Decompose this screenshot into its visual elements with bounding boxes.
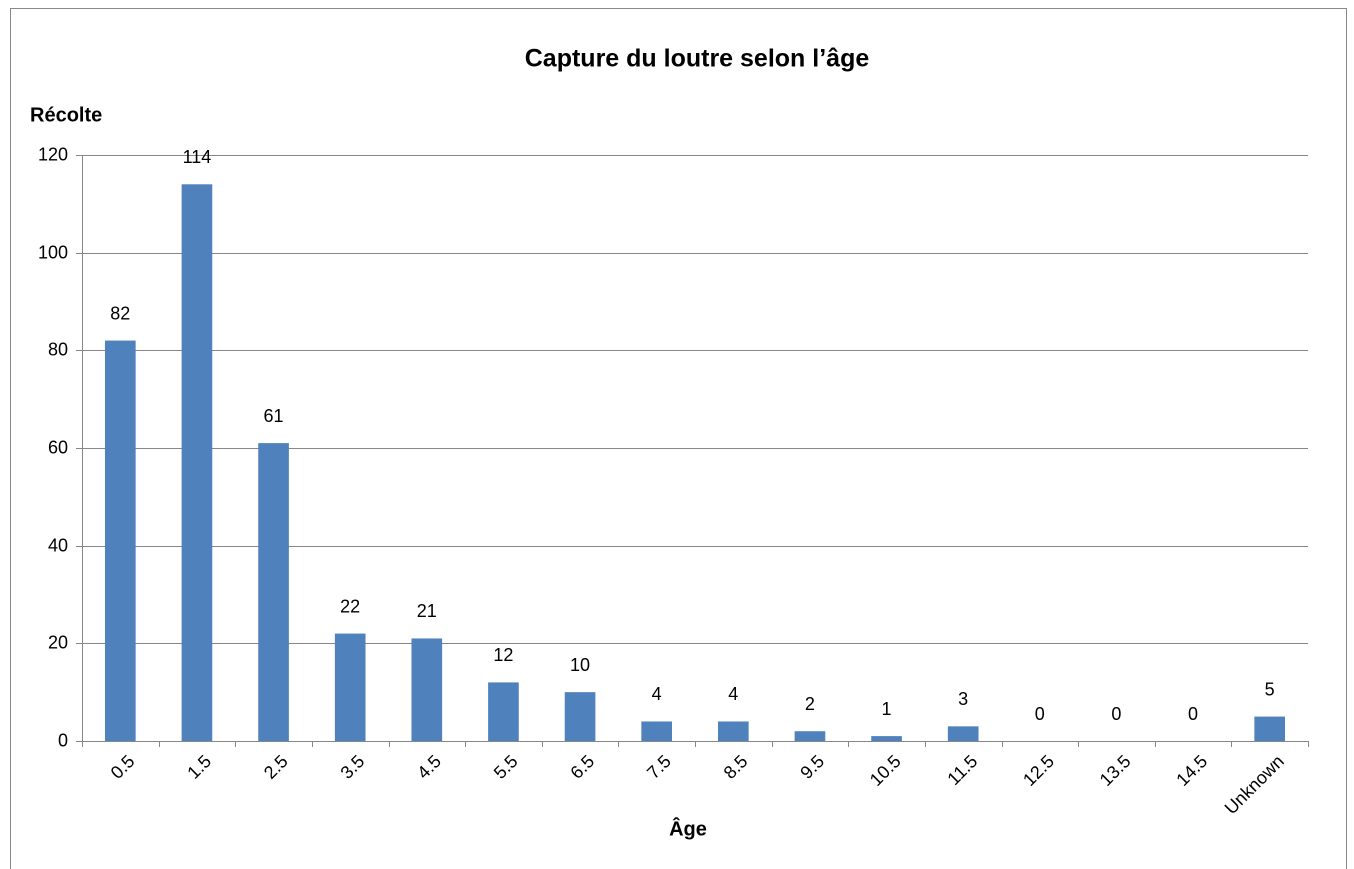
y-tick-label: 20: [48, 632, 68, 652]
data-label: 21: [417, 601, 437, 621]
data-label: 10: [570, 655, 590, 675]
y-tick-label: 60: [48, 437, 68, 457]
data-label: 0: [1035, 704, 1045, 724]
data-label: 22: [340, 596, 360, 616]
bar: [794, 731, 826, 741]
y-tick-label: 120: [38, 144, 68, 164]
bar: [334, 633, 366, 741]
chart-title: Capture du loutre selon l’âge: [525, 45, 870, 73]
data-label: 82: [110, 303, 130, 323]
data-label: 4: [728, 684, 738, 704]
y-tick-label: 80: [48, 339, 68, 359]
data-label: 5: [1265, 679, 1275, 699]
bar: [1254, 716, 1286, 741]
bar: [488, 682, 519, 741]
bar: [411, 638, 443, 741]
y-tick-label: 40: [48, 535, 68, 555]
bar: [258, 443, 289, 741]
data-label: 61: [264, 406, 284, 426]
data-label: 1: [882, 699, 892, 719]
data-label: 0: [1188, 704, 1198, 724]
data-label: 2: [805, 694, 815, 714]
bar: [947, 726, 979, 741]
bar: [717, 721, 749, 741]
bar: [104, 340, 136, 741]
chart-frame: [10, 8, 1347, 869]
y-tick-label: 0: [58, 730, 68, 750]
bar: [641, 721, 673, 741]
data-label: 114: [183, 147, 212, 167]
data-label: 12: [493, 645, 513, 665]
data-label: 4: [652, 684, 662, 704]
y-axis-label: Récolte: [30, 104, 102, 126]
data-label: 0: [1111, 704, 1121, 724]
x-axis-label: Âge: [669, 816, 707, 840]
bar: [871, 736, 902, 741]
y-tick-label: 100: [38, 242, 68, 262]
bar: [181, 184, 213, 742]
bar: [564, 692, 596, 741]
data-label: 3: [958, 689, 968, 709]
